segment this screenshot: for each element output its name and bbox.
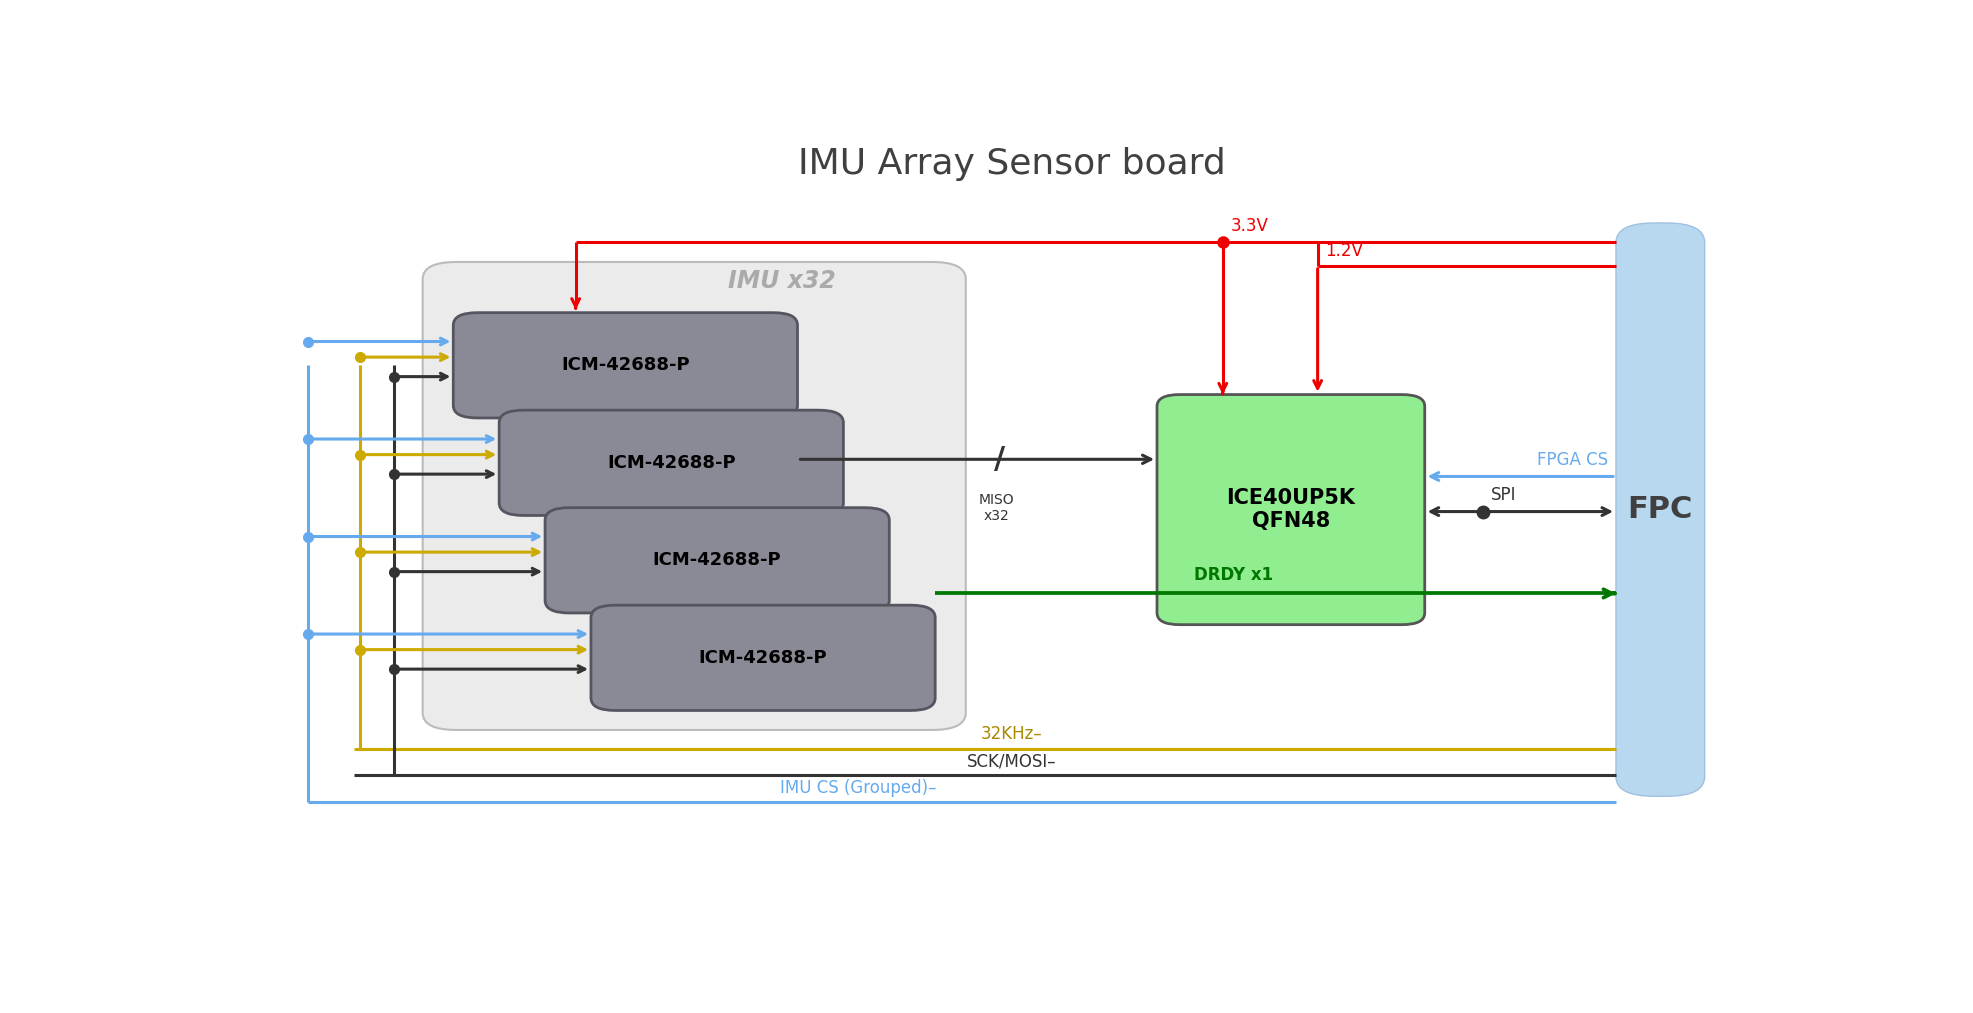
FancyBboxPatch shape <box>454 313 797 418</box>
Text: DRDY x1: DRDY x1 <box>1194 566 1273 585</box>
Text: IMU CS (Grouped)–: IMU CS (Grouped)– <box>779 779 937 797</box>
Text: 32KHz–: 32KHz– <box>981 725 1042 744</box>
Text: IMU x32: IMU x32 <box>728 269 837 294</box>
Text: IMU Array Sensor board: IMU Array Sensor board <box>797 148 1225 181</box>
FancyBboxPatch shape <box>590 605 935 710</box>
Text: 3.3V: 3.3V <box>1229 217 1269 235</box>
Text: ICM-42688-P: ICM-42688-P <box>606 454 736 472</box>
Text: ICM-42688-P: ICM-42688-P <box>560 357 689 375</box>
FancyBboxPatch shape <box>1156 395 1425 625</box>
FancyBboxPatch shape <box>499 410 842 516</box>
Text: MISO
x32: MISO x32 <box>979 492 1014 523</box>
Text: ICE40UP5K
QFN48: ICE40UP5K QFN48 <box>1225 488 1355 531</box>
Text: SCK/MOSI–: SCK/MOSI– <box>967 753 1056 771</box>
Text: 1.2V: 1.2V <box>1324 242 1363 259</box>
FancyBboxPatch shape <box>545 508 890 613</box>
Text: FPGA CS: FPGA CS <box>1537 451 1608 469</box>
Text: SPI: SPI <box>1490 486 1515 503</box>
Text: ICM-42688-P: ICM-42688-P <box>653 551 781 569</box>
Text: ICM-42688-P: ICM-42688-P <box>698 648 827 667</box>
Text: /: / <box>992 445 1004 474</box>
FancyBboxPatch shape <box>1616 223 1705 796</box>
FancyBboxPatch shape <box>422 262 965 730</box>
Text: FPC: FPC <box>1628 495 1693 524</box>
